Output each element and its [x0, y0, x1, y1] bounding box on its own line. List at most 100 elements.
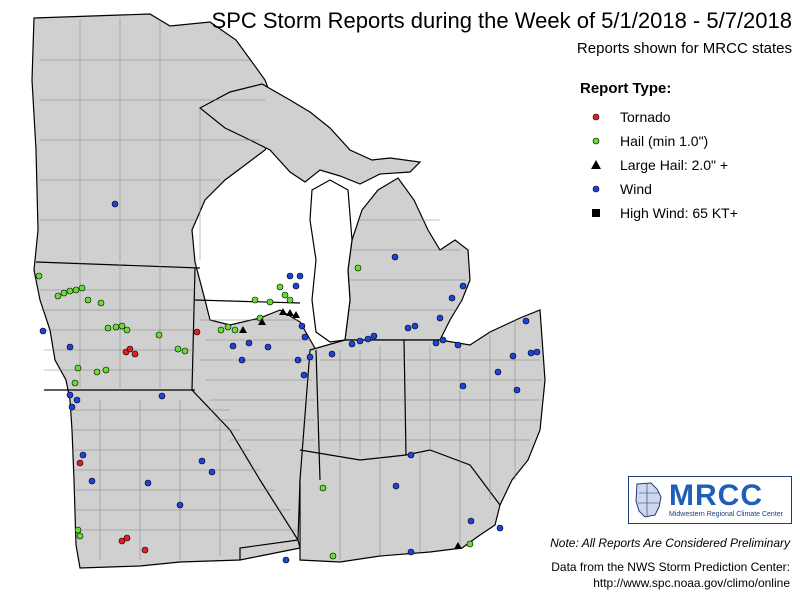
hail-report	[123, 326, 131, 334]
county-lines	[40, 18, 542, 560]
legend-item-large-hail: Large Hail: 2.0" +	[580, 153, 790, 177]
tornado-report	[118, 537, 126, 545]
hail-report	[35, 272, 43, 280]
wind-report	[448, 294, 456, 302]
large-hail-report	[454, 542, 462, 549]
wind-report	[198, 457, 206, 465]
wind-report	[494, 368, 502, 376]
wind-report	[286, 272, 294, 280]
hail-report	[118, 322, 126, 330]
wind-report	[467, 517, 475, 525]
hail-report	[266, 298, 274, 306]
wind-report	[73, 396, 81, 404]
wind-report	[282, 556, 290, 564]
legend-item-hail: Hail (min 1.0")	[580, 129, 790, 153]
hail-report	[224, 323, 232, 331]
wind-report	[391, 253, 399, 261]
hail-report	[97, 299, 105, 307]
wind-report	[356, 337, 364, 345]
wind-report	[264, 343, 272, 351]
wind-report	[158, 392, 166, 400]
wind-report	[296, 272, 304, 280]
large-hail-report	[258, 318, 266, 325]
hail-reports	[35, 264, 474, 560]
preliminary-note: Note: All Reports Are Considered Prelimi…	[550, 536, 790, 550]
wind-report	[432, 339, 440, 347]
square-icon	[592, 209, 600, 217]
hail-report	[281, 291, 289, 299]
wind-report	[176, 501, 184, 509]
tornado-report	[141, 546, 149, 554]
wind-report	[292, 282, 300, 290]
hail-report	[71, 379, 79, 387]
tornado-report	[126, 345, 134, 353]
lake-michigan	[309, 179, 353, 343]
hail-report	[74, 526, 82, 534]
hail-report	[84, 296, 92, 304]
hail-report	[181, 347, 189, 355]
wind-report	[364, 335, 372, 343]
large-hail-report	[286, 309, 294, 316]
wind-report	[459, 382, 467, 390]
hail-report	[286, 296, 294, 304]
hail-report	[354, 264, 362, 272]
hail-report	[72, 286, 80, 294]
wind-report	[439, 336, 447, 344]
mrcc-logo: MRCC Midwestern Regional Climate Center	[628, 476, 792, 524]
legend-label: Hail (min 1.0")	[620, 133, 709, 149]
hail-report	[466, 540, 474, 548]
hail-report	[251, 296, 259, 304]
hail-report	[329, 552, 337, 560]
wind-report	[144, 479, 152, 487]
wind-report	[66, 343, 74, 351]
legend-label: High Wind: 65 KT+	[620, 205, 738, 221]
hail-report	[78, 284, 86, 292]
wind-report	[496, 524, 504, 532]
triangle-icon	[591, 160, 601, 169]
legend: Report Type: Tornado Hail (min 1.0") Lar…	[580, 80, 790, 225]
legend-item-tornado: Tornado	[580, 105, 790, 129]
large-hail-report	[279, 308, 287, 315]
wind-report	[533, 348, 541, 356]
wind-reports	[39, 200, 541, 564]
legend-item-wind: Wind	[580, 177, 790, 201]
wind-report	[527, 349, 535, 357]
wind-report	[245, 339, 253, 347]
map-title: SPC Storm Reports during the Week of 5/1…	[211, 8, 792, 33]
hail-report	[276, 283, 284, 291]
hail-report	[66, 287, 74, 295]
wind-report	[513, 386, 521, 394]
wind-report	[370, 332, 378, 340]
wind-report	[79, 451, 87, 459]
wind-report	[509, 352, 517, 360]
wind-report	[111, 200, 119, 208]
data-credit: Data from the NWS Storm Prediction Cente…	[551, 560, 790, 574]
wind-report	[348, 340, 356, 348]
wind-report	[208, 468, 216, 476]
wind-report	[411, 322, 419, 330]
tornado-report	[193, 328, 201, 336]
legend-label: Wind	[620, 181, 652, 197]
large-hail-report	[239, 326, 247, 333]
hail-report	[93, 368, 101, 376]
hail-report	[155, 331, 163, 339]
wind-report	[39, 327, 47, 335]
wind-report	[454, 341, 462, 349]
wind-report	[522, 317, 530, 325]
wind-report	[300, 371, 308, 379]
wind-report	[298, 322, 306, 330]
wind-report	[66, 391, 74, 399]
wind-report	[328, 350, 336, 358]
hail-report	[319, 484, 327, 492]
wind-report	[68, 403, 76, 411]
legend-title: Report Type:	[580, 80, 672, 97]
legend-label: Large Hail: 2.0" +	[620, 157, 729, 173]
hail-report	[102, 366, 110, 374]
wind-report	[459, 282, 467, 290]
wind-report	[407, 451, 415, 459]
hail-report	[74, 364, 82, 372]
wind-report	[238, 356, 246, 364]
wind-report	[306, 353, 314, 361]
wind-report	[229, 342, 237, 350]
